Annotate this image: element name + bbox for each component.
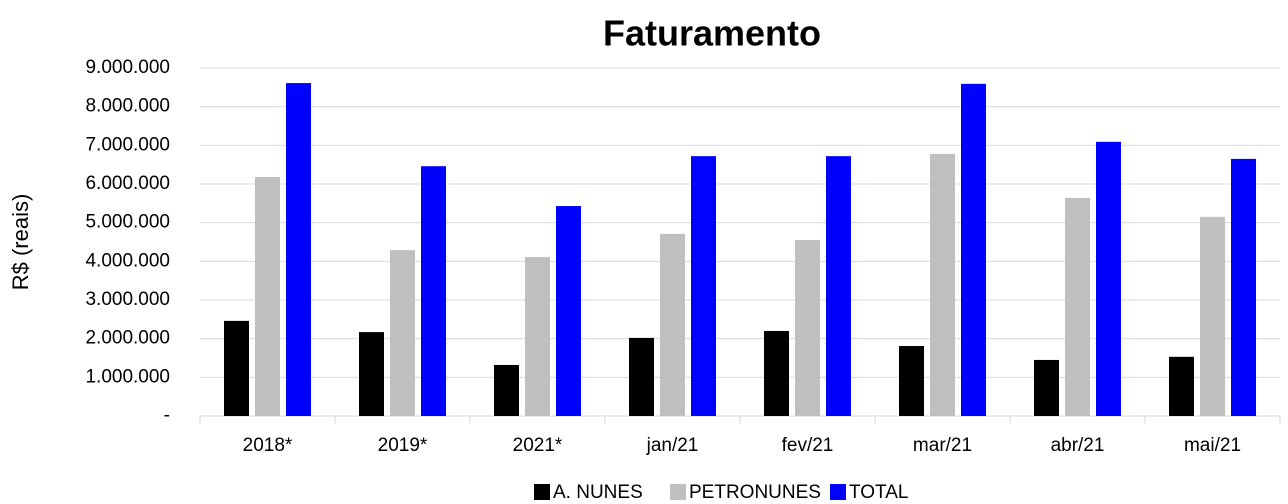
bar: [930, 153, 955, 416]
bar: [1231, 158, 1256, 416]
bar: [826, 156, 851, 416]
legend-key: [830, 484, 846, 500]
legend-key: [670, 484, 686, 500]
chart-title: Faturamento: [603, 13, 821, 54]
bar: [556, 206, 581, 416]
x-tick-label: 2018*: [243, 435, 293, 456]
bar: [899, 346, 924, 416]
x-tick-label: mai/21: [1184, 435, 1241, 456]
x-tick-label: 2019*: [378, 435, 428, 456]
legend-label: PETRONUNES: [689, 482, 821, 503]
bar: [224, 320, 249, 416]
bar: [1169, 356, 1194, 416]
x-tick-label: mar/21: [913, 435, 972, 456]
x-tick-label: jan/21: [646, 435, 699, 456]
y-tick-label: -: [164, 405, 170, 426]
y-tick-label: 5.000.000: [85, 212, 170, 233]
bar: [421, 166, 446, 416]
bar: [390, 250, 415, 416]
bar: [359, 332, 384, 416]
bar: [286, 83, 311, 416]
y-tick-label: 6.000.000: [85, 173, 170, 194]
bar: [629, 337, 654, 416]
y-tick-label: 2.000.000: [85, 328, 170, 349]
x-tick-label: fev/21: [782, 435, 834, 456]
bar: [961, 83, 986, 416]
y-tick-label: 8.000.000: [85, 96, 170, 117]
bar: [255, 177, 280, 416]
bar: [691, 156, 716, 416]
bar: [660, 233, 685, 416]
x-tick-label: 2021*: [513, 435, 563, 456]
bar: [494, 364, 519, 416]
legend-label: A. NUNES: [553, 482, 643, 503]
y-tick-label: 1.000.000: [85, 366, 170, 387]
bar: [1034, 359, 1059, 416]
bar: [764, 330, 789, 416]
bar: [1200, 216, 1225, 416]
legend-key: [534, 484, 550, 500]
bar: [795, 240, 820, 416]
legend-label: TOTAL: [849, 482, 908, 503]
y-axis-label: R$ (reais): [8, 194, 33, 291]
bar: [1065, 197, 1090, 416]
bar: [1096, 141, 1121, 416]
y-tick-label: 9.000.000: [85, 57, 170, 78]
bar: [525, 257, 550, 416]
y-tick-label: 7.000.000: [85, 134, 170, 155]
y-tick-label: 4.000.000: [85, 250, 170, 271]
y-tick-label: 3.000.000: [85, 289, 170, 310]
x-tick-label: abr/21: [1051, 435, 1105, 456]
